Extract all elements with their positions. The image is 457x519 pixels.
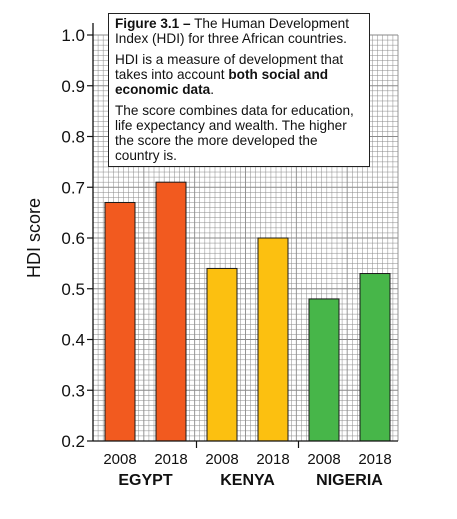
y-tick-label: 0.5 xyxy=(61,280,85,299)
y-tick-label: 0.7 xyxy=(61,178,85,197)
bar-nigeria-2008 xyxy=(308,298,340,442)
labels: 2008 2018 EGYPT 2008 2018 KENYA 2008 2018 NIGERI… xyxy=(24,26,392,489)
y-tick-label: 0.4 xyxy=(61,331,85,350)
x-tick-label: 2008 xyxy=(205,451,238,468)
note-title: Figure 3.1 – The Human Development Index… xyxy=(115,16,364,46)
figure-label: Figure 3.1 – xyxy=(115,16,191,31)
definition-text: HDI is a measure of development that tak… xyxy=(115,52,344,82)
bar-kenya-2018 xyxy=(257,237,289,442)
x-tick-label: 2018 xyxy=(154,451,187,468)
y-axis-title: HDI score xyxy=(24,198,44,278)
group-label: EGYPT xyxy=(118,472,172,489)
figure-note: Figure 3.1 – The Human Development Index… xyxy=(108,13,370,167)
bar-egypt-2008 xyxy=(104,201,136,442)
x-tick-label: 2018 xyxy=(256,451,289,468)
definition-bold: both social and economic data xyxy=(115,67,329,97)
x-tick-label: 2018 xyxy=(358,451,391,468)
note-explanation: The score combines data for education, l… xyxy=(115,103,354,163)
y-tick-label: 0.2 xyxy=(61,432,85,451)
bar-egypt-2018 xyxy=(155,181,187,442)
bars xyxy=(104,181,391,442)
group-label: KENYA xyxy=(220,472,275,489)
y-tick-label: 0.8 xyxy=(61,128,85,147)
x-tick-label: 2008 xyxy=(103,451,136,468)
definition-end: . xyxy=(210,82,214,97)
y-tick-label: 0.3 xyxy=(61,381,85,400)
figure-title: The Human Development Index (HDI) for th… xyxy=(115,16,349,46)
group-label: NIGERIA xyxy=(316,472,383,489)
note-definition: HDI is a measure of development that tak… xyxy=(115,52,364,97)
y-tick-label: 1.0 xyxy=(61,26,85,45)
bar-nigeria-2018 xyxy=(359,273,391,442)
y-tick-label: 0.6 xyxy=(61,229,85,248)
axes xyxy=(87,23,398,448)
y-tick-label: 0.9 xyxy=(61,77,85,96)
bar-kenya-2008 xyxy=(206,267,238,442)
x-tick-label: 2008 xyxy=(307,451,340,468)
